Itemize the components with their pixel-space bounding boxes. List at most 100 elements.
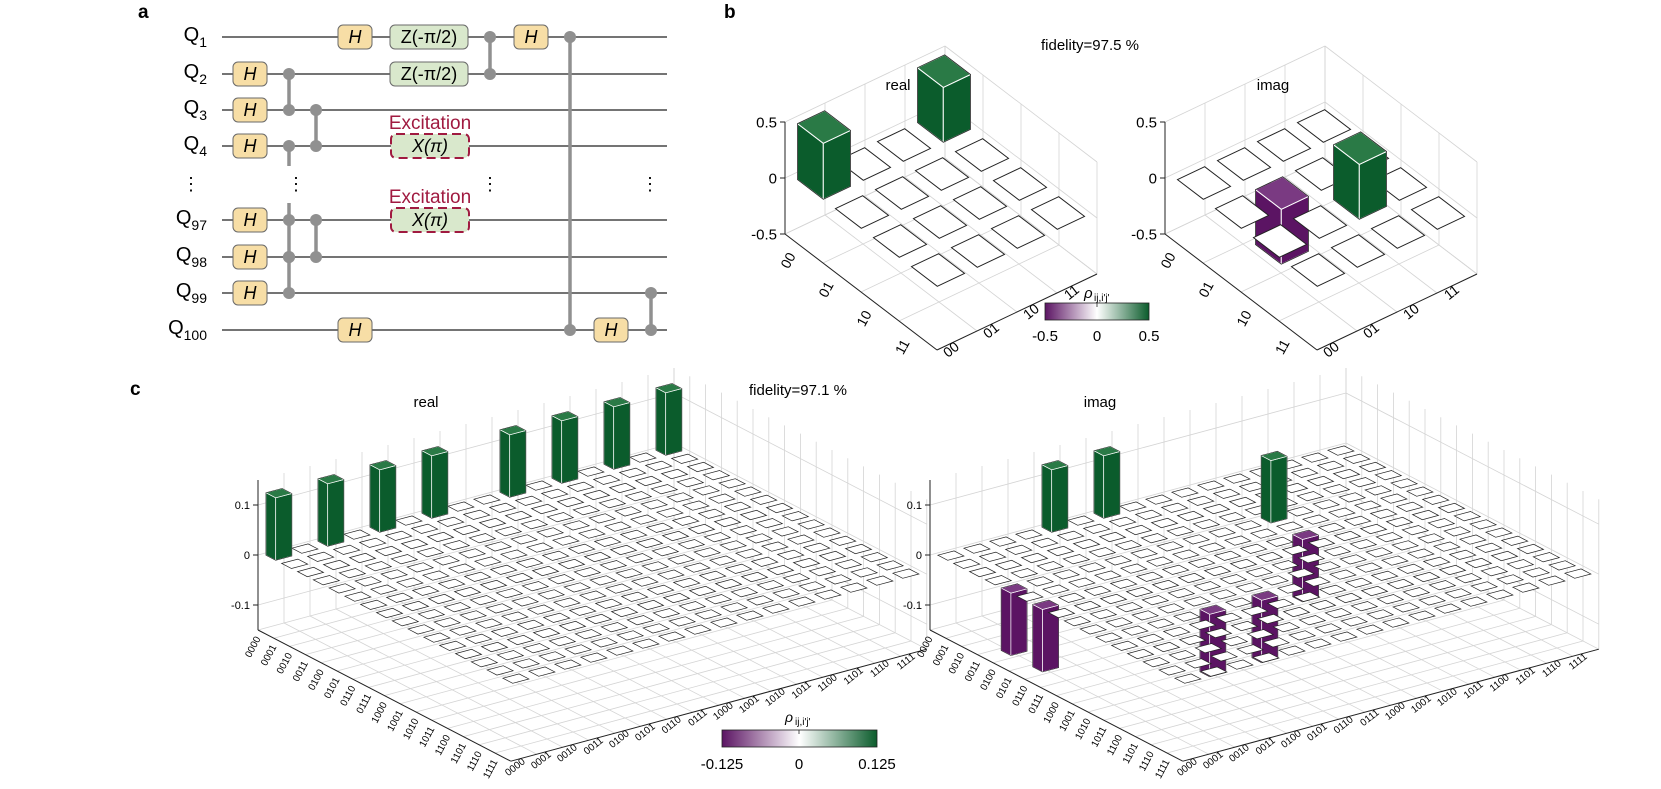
- c-real-bar-12-11: [740, 571, 769, 583]
- c-imag-bar-15-6: [1329, 631, 1358, 642]
- c-real-bar-14-11: [772, 588, 801, 599]
- c-imag-bar-1-3: [1030, 537, 1059, 548]
- h-gate-1-box: [232, 97, 268, 123]
- c-imag-bar-12-11: [1412, 571, 1441, 583]
- c-real-bar-1-12: [592, 474, 621, 485]
- c-real-bar-4-8: [536, 527, 565, 538]
- c-real-i-label-1: 0001: [259, 643, 279, 668]
- c-imag-bar-11-0: [1110, 640, 1139, 651]
- b-real-bar-1-3: [954, 138, 1010, 172]
- c-imag-i-label-14: 1110: [1137, 749, 1157, 773]
- ellipsis-0: ⋮: [182, 174, 200, 194]
- c-real-bar-3-2: [364, 561, 393, 572]
- c-imag-bar-10-5: [1224, 597, 1253, 608]
- c-imag-bar-8-7: [1245, 567, 1274, 578]
- c-imag-bar-6-0-outline: [1032, 599, 1059, 673]
- b-imag-bar-0-3: [1296, 109, 1352, 143]
- c-imag-bar-10-0: [1094, 632, 1123, 643]
- c-real-bar-7-7: [557, 558, 586, 570]
- c-imag-bar-7-9: [1281, 544, 1310, 556]
- c-real-bar-4-14: [692, 485, 721, 496]
- c-real-floor-i: [431, 607, 848, 721]
- c-real-bar-6-7: [541, 550, 570, 561]
- c-real-bar-4-2: [380, 569, 409, 580]
- c-real-bar-9-3: [485, 603, 514, 614]
- panel-c-plots: 0.10-0.100000000000100010010001000110011…: [231, 368, 1600, 781]
- c-real-bar-14-9: [720, 602, 749, 613]
- c-real-bar-15-4: [605, 645, 634, 656]
- c-real-bar-3-15: [702, 470, 731, 481]
- c-real-bar-14-13: [824, 574, 853, 585]
- c-real-bar-3-12: [624, 491, 653, 502]
- colorbar-c-sub: ij,i'j': [795, 717, 811, 728]
- c-real-bar-7-14: [739, 509, 768, 521]
- c-imag-bar-8-4: [1167, 588, 1196, 599]
- c-imag-bar-6-5: [1161, 564, 1190, 575]
- b-imag-wall1-h: [1324, 45, 1478, 163]
- c-real-bar-7-12: [687, 523, 716, 535]
- b-imag-wall1-h: [1324, 101, 1478, 219]
- c-real-floor-i: [479, 632, 896, 746]
- c-imag-bar-7-5: [1177, 572, 1206, 584]
- c-imag-bar-8-11: [1349, 539, 1378, 550]
- c-real-bar-1-3: [358, 537, 387, 548]
- c-real-bar-12-1: [480, 641, 509, 653]
- c-imag-bar-1-15: [1342, 453, 1371, 464]
- c-imag-bar-5-5: [1145, 556, 1174, 567]
- c-real-bar-10-13: [760, 541, 789, 552]
- c-imag-bar-10-12: [1406, 548, 1435, 559]
- qubit-label-3: Q3: [184, 97, 208, 123]
- c-real-bar-14-0: [486, 665, 515, 676]
- c-real-bar-6-11: [645, 522, 674, 533]
- c-real-bar-12-3: [532, 627, 561, 639]
- c-imag-bar-7-12: [1359, 523, 1388, 535]
- ellipsis-1: ⋮: [287, 174, 305, 194]
- c-imag-bar-3-15: [1374, 470, 1403, 481]
- c-imag-i-label-11: 1011: [1090, 725, 1110, 750]
- c-imag-bar-3-5: [1114, 540, 1143, 551]
- c-real-i-label-2: 0010: [275, 651, 295, 676]
- c-imag-z-label-2: -0.1: [903, 600, 922, 612]
- c-real-bar-1-0: [280, 558, 309, 569]
- c-real-bar-0-15-outline: [655, 383, 683, 456]
- c-real-bar-7-0: [375, 607, 404, 619]
- c-imag-bar-15-1: [1199, 666, 1228, 677]
- b-real-bar-0-0: [796, 110, 852, 201]
- c-imag-bar-5-12: [1327, 507, 1356, 518]
- b-real-i-label-2: 10: [853, 307, 875, 328]
- c-real-bar-13-15: [860, 552, 889, 563]
- c-real-bar-13-10: [730, 587, 759, 598]
- c-imag-bar-13-15: [1532, 552, 1561, 563]
- c-real-wall1-h: [673, 442, 927, 575]
- c-real-bar-9-2: [459, 610, 488, 621]
- h-gate-q100b-label: H: [605, 320, 619, 340]
- c-real-bar-2-10: [556, 496, 585, 508]
- c-imag-i-label-3: 0011: [963, 659, 983, 684]
- c-real-i-label-12: 1100: [433, 733, 453, 758]
- c-imag-bar-5-10: [1275, 521, 1304, 532]
- c-imag-bar-5-3: [1093, 570, 1122, 581]
- c-real-bar-8-8: [599, 560, 628, 571]
- c-real-bar-12-10: [714, 578, 743, 590]
- c-imag-bar-11-10: [1370, 570, 1399, 581]
- c-real-floor-i: [400, 591, 817, 705]
- c-imag-bar-1-0: [952, 558, 981, 569]
- c-imag-bar-2-9: [1202, 503, 1231, 515]
- c-imag-bar-11-15: [1500, 535, 1529, 546]
- c-real-bar-15-12: [813, 589, 842, 600]
- c-imag-bar-7-6: [1203, 565, 1232, 577]
- c-imag-bar-15-0: [1173, 673, 1202, 684]
- b-real-bar-2-1: [912, 205, 968, 239]
- c-imag-bar-9-4: [1183, 596, 1212, 607]
- c-real-bar-0-0-face-r: [275, 493, 293, 561]
- c-imag-z-label-1: 0: [916, 550, 922, 562]
- c-imag-bar-7-1: [1073, 600, 1102, 612]
- c-real-bar-8-15: [781, 511, 810, 522]
- panel-c-density-4q: c fidelity=97.1 % 0.10-0.100000000000100…: [130, 368, 1600, 781]
- b-real-bar-3-2: [990, 215, 1046, 249]
- c-real-bar-11-13: [776, 549, 805, 560]
- c-real-bar-11-2: [490, 626, 519, 637]
- c-real-i-label-11: 1011: [418, 725, 438, 750]
- colorbar-c: [721, 729, 878, 748]
- c-imag-bar-15-15: [1563, 568, 1592, 579]
